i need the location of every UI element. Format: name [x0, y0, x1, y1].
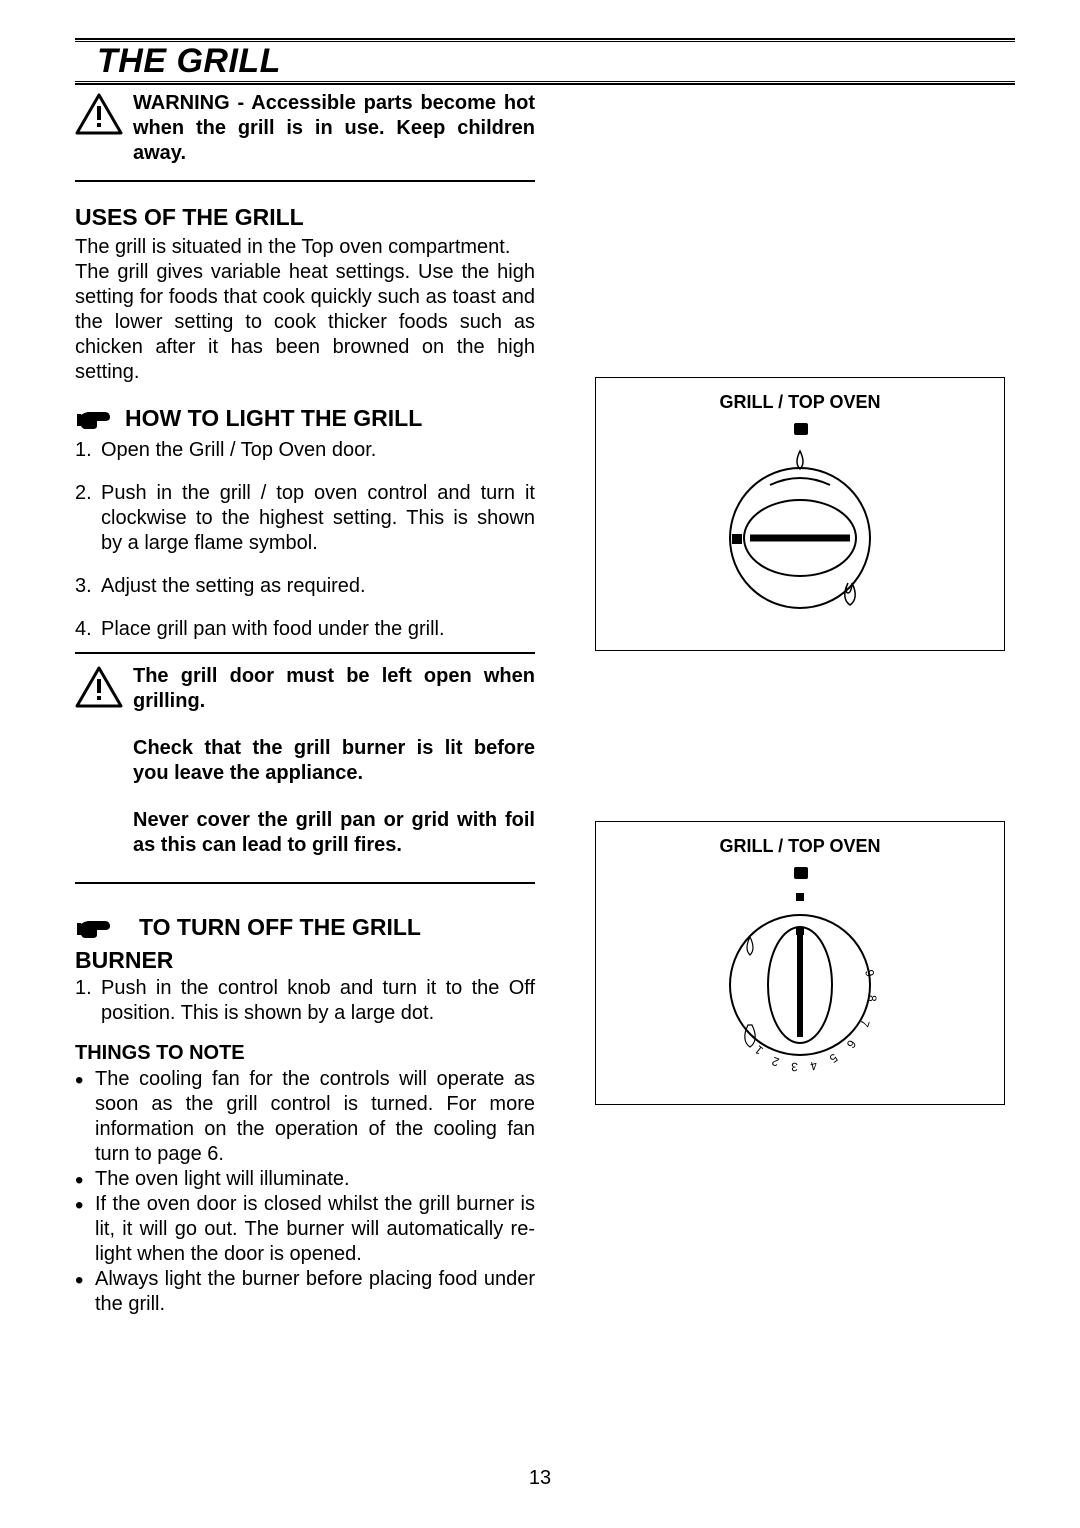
diagram-grill-high: GRILL / TOP OVEN — [595, 377, 1005, 651]
warning-stack: The grill door must be left open when gr… — [133, 664, 535, 868]
light-step: Adjust the setting as required. — [75, 574, 535, 599]
warning-triangle-icon — [75, 666, 123, 708]
knob-oven-icon: 9 8 7 6 5 4 3 2 1 — [710, 867, 890, 1077]
warning-accessible-parts: WARNING - Accessible parts become hot wh… — [75, 85, 535, 182]
svg-text:5: 5 — [827, 1051, 841, 1066]
note-item: If the oven door is closed whilst the gr… — [75, 1192, 535, 1267]
note-item: The oven light will illuminate. — [75, 1167, 535, 1192]
turnoff-sub: BURNER — [75, 947, 535, 974]
title-bar: THE GRILL — [75, 38, 1015, 85]
left-column: WARNING - Accessible parts become hot wh… — [75, 85, 535, 1317]
svg-text:2: 2 — [770, 1054, 781, 1070]
light-heading-row: HOW TO LIGHT THE GRILL — [75, 405, 535, 432]
warn-p1: The grill door must be left open when gr… — [133, 664, 535, 714]
turnoff-step: Push in the control knob and turn it to … — [75, 976, 535, 1026]
warning-triangle-icon — [75, 93, 123, 135]
turnoff-heading-row: TO TURN OFF THE GRILL — [75, 914, 535, 941]
turnoff-steps: Push in the control knob and turn it to … — [75, 976, 535, 1026]
knob-high-icon — [710, 423, 890, 623]
uses-p2: The grill gives variable heat settings. … — [75, 260, 535, 385]
light-heading: HOW TO LIGHT THE GRILL — [125, 405, 422, 432]
svg-text:6: 6 — [844, 1037, 859, 1051]
warning-grill-door: The grill door must be left open when gr… — [75, 664, 535, 878]
page-number: 13 — [0, 1467, 1080, 1490]
light-steps: Open the Grill / Top Oven door. Push in … — [75, 438, 535, 642]
title-bar-inner: THE GRILL — [75, 41, 1015, 82]
svg-text:7: 7 — [857, 1018, 872, 1029]
diagram-label: GRILL / TOP OVEN — [596, 392, 1004, 413]
pointing-hand-icon — [75, 406, 115, 432]
right-column: GRILL / TOP OVEN — [595, 85, 1015, 1317]
warn-p2: Check that the grill burner is lit befor… — [133, 736, 535, 786]
notes-list: The cooling fan for the controls will op… — [75, 1067, 535, 1317]
warn-p3: Never cover the grill pan or grid with f… — [133, 808, 535, 858]
turnoff-heading: TO TURN OFF THE GRILL — [139, 914, 421, 941]
uses-heading: USES OF THE GRILL — [75, 204, 535, 231]
page-title: THE GRILL — [75, 42, 1015, 81]
notes-heading: THINGS TO NOTE — [75, 1042, 535, 1065]
light-step: Place grill pan with food under the gril… — [75, 617, 535, 642]
divider — [75, 882, 535, 884]
pointing-hand-icon — [75, 915, 115, 941]
light-step: Open the Grill / Top Oven door. — [75, 438, 535, 463]
diagram-label: GRILL / TOP OVEN — [596, 836, 1004, 857]
light-step: Push in the grill / top oven control and… — [75, 481, 535, 556]
svg-text:4: 4 — [808, 1058, 818, 1073]
warning-text: WARNING - Accessible parts become hot wh… — [133, 91, 535, 166]
svg-text:3: 3 — [791, 1060, 798, 1074]
svg-text:8: 8 — [865, 995, 879, 1002]
diagram-grill-oven: GRILL / TOP OVEN 9 8 — [595, 821, 1005, 1105]
divider — [75, 652, 535, 654]
content-columns: WARNING - Accessible parts become hot wh… — [75, 85, 1015, 1317]
uses-p1: The grill is situated in the Top oven co… — [75, 235, 535, 260]
note-item: The cooling fan for the controls will op… — [75, 1067, 535, 1167]
note-item: Always light the burner before placing f… — [75, 1267, 535, 1317]
